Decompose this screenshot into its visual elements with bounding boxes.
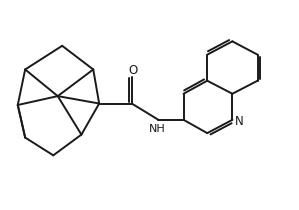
Text: O: O bbox=[128, 64, 137, 77]
Text: N: N bbox=[234, 115, 243, 128]
Text: NH: NH bbox=[149, 124, 165, 134]
